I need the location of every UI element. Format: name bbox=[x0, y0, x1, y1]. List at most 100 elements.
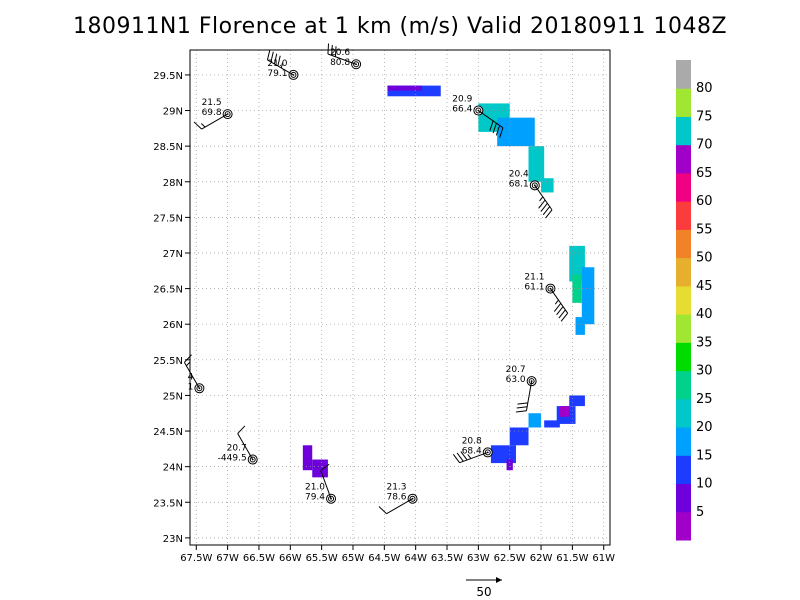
wind-patch bbox=[528, 146, 545, 182]
wind-barb-staff bbox=[550, 288, 569, 314]
station-marker: 21.079.4 bbox=[305, 463, 337, 504]
x-tick-label: 67.5W bbox=[180, 553, 212, 564]
x-tick-label: 62.5W bbox=[494, 553, 526, 564]
colorbar-swatch bbox=[676, 483, 691, 513]
colorbar-label: 25 bbox=[696, 392, 713, 407]
station-rh: 79.4 bbox=[305, 493, 325, 503]
wind-patch bbox=[509, 427, 529, 446]
colorbar-swatch bbox=[676, 370, 691, 400]
wind-barb-staff bbox=[386, 498, 413, 515]
station-ring-inner bbox=[475, 107, 482, 114]
wind-barb-flag bbox=[517, 402, 528, 405]
station-marker: 21.569.8 bbox=[193, 98, 233, 130]
y-tick-label: 28.5N bbox=[153, 142, 183, 153]
station-ring-inner bbox=[249, 456, 256, 463]
wind-barb-flag bbox=[378, 506, 387, 515]
station-temp: 4 bbox=[188, 372, 194, 382]
station-ring-inner bbox=[353, 61, 360, 68]
station-temp: 20.7 bbox=[506, 365, 526, 375]
station-marker: 20.966.4 bbox=[452, 95, 504, 138]
wind-barb-flag bbox=[266, 49, 271, 61]
wind-barb-staff bbox=[183, 362, 200, 389]
colorbar-label: 50 bbox=[696, 251, 713, 266]
station-marker: 20.763.0 bbox=[506, 365, 537, 413]
station-marker: 20.868.4 bbox=[452, 436, 493, 464]
x-tick-label: 63.5W bbox=[431, 553, 463, 564]
station-rh: 79.1 bbox=[267, 69, 287, 79]
reference-vector: 50 bbox=[466, 577, 502, 599]
wind-barb-flag bbox=[556, 306, 564, 316]
y-axis: 29.5N 29N 28.5N 28N 27.5N 27N 26.5N 26N 25.5N 25N… bbox=[153, 71, 190, 545]
colorbar-label: 70 bbox=[696, 138, 713, 153]
plot-frame bbox=[189, 49, 611, 546]
station-rh: 68.4 bbox=[462, 446, 482, 456]
wind-barb-flag bbox=[538, 199, 546, 209]
station-ring-inner bbox=[328, 495, 335, 502]
colorbar-swatch bbox=[676, 172, 691, 202]
wind-barb-flag bbox=[516, 410, 527, 413]
wind-patches bbox=[302, 85, 595, 478]
wind-patch bbox=[575, 317, 585, 335]
colorbar-label: 45 bbox=[696, 279, 713, 294]
colorbar-swatch bbox=[676, 229, 691, 259]
x-tick-label: 65W bbox=[342, 553, 365, 564]
x-tick-label: 65.5W bbox=[306, 553, 338, 564]
wind-barb-half bbox=[539, 196, 544, 202]
colorbar-label: 60 bbox=[696, 194, 713, 209]
x-tick-label: 64.5W bbox=[368, 553, 400, 564]
wind-barb-staff bbox=[201, 113, 228, 130]
colorbar-label: 80 bbox=[696, 81, 713, 96]
colorbar-label: 65 bbox=[696, 166, 713, 181]
colorbar-label: 10 bbox=[696, 477, 713, 492]
wind-barb-flag bbox=[553, 303, 562, 312]
colorbar-label: 20 bbox=[696, 420, 713, 435]
colorbar-label: 15 bbox=[696, 448, 713, 463]
y-tick-label: 25.5N bbox=[153, 356, 183, 367]
wind-barb-staff bbox=[320, 470, 332, 499]
y-tick-label: 26N bbox=[163, 320, 183, 331]
wind-patch bbox=[569, 245, 585, 282]
station-rh: 66.4 bbox=[452, 105, 472, 115]
wind-barb-half bbox=[467, 454, 472, 459]
station-temp: 20.7 bbox=[227, 444, 247, 454]
station-rh: 1 bbox=[188, 382, 194, 392]
x-tick-label: 61.5W bbox=[556, 553, 588, 564]
wind-barb-flag bbox=[545, 209, 553, 219]
station-ring-inner bbox=[290, 71, 297, 78]
wind-barb-flag bbox=[492, 123, 497, 134]
station-temp: 21.5 bbox=[202, 98, 222, 108]
colorbar-label: 75 bbox=[696, 109, 713, 124]
y-tick-label: 27N bbox=[163, 249, 183, 260]
station-ring-inner bbox=[547, 285, 554, 292]
wind-barb-flag bbox=[334, 46, 337, 57]
station-temp: 21.3 bbox=[386, 483, 406, 493]
station-marker: 20.7-449.5 bbox=[218, 425, 258, 465]
station-rh: 69.8 bbox=[202, 108, 222, 118]
wind-patch bbox=[528, 413, 542, 428]
colorbar-swatch bbox=[676, 427, 691, 456]
wind-barb-half bbox=[200, 123, 206, 128]
x-tick-label: 61W bbox=[592, 553, 615, 564]
wind-barb-flag bbox=[456, 452, 464, 462]
y-tick-label: 26.5N bbox=[153, 285, 183, 296]
wind-barb-staff bbox=[525, 381, 533, 411]
wind-barb-flag bbox=[452, 454, 460, 463]
station-temp: 21.0 bbox=[305, 483, 325, 493]
wind-barb-half bbox=[280, 62, 283, 69]
wind-patch bbox=[572, 274, 582, 303]
wind-patch bbox=[302, 445, 313, 471]
y-tick-label: 23.5N bbox=[153, 498, 183, 509]
y-tick-label: 23N bbox=[163, 534, 183, 545]
station-temp: 20.8 bbox=[462, 436, 482, 446]
y-tick-label: 29.5N bbox=[153, 71, 183, 82]
station-temp: 21.0 bbox=[267, 59, 287, 69]
station-temp: 20.9 bbox=[452, 95, 472, 105]
colorbar-label: 30 bbox=[696, 364, 713, 379]
wind-patch bbox=[387, 85, 441, 97]
colorbar-label: 40 bbox=[696, 307, 713, 322]
colorbar-swatch bbox=[676, 144, 691, 174]
station-rh: 61.1 bbox=[524, 283, 544, 293]
colorbar-label: 5 bbox=[696, 505, 704, 520]
wind-barb-flag bbox=[320, 463, 330, 471]
y-tick-label: 27.5N bbox=[153, 213, 183, 224]
